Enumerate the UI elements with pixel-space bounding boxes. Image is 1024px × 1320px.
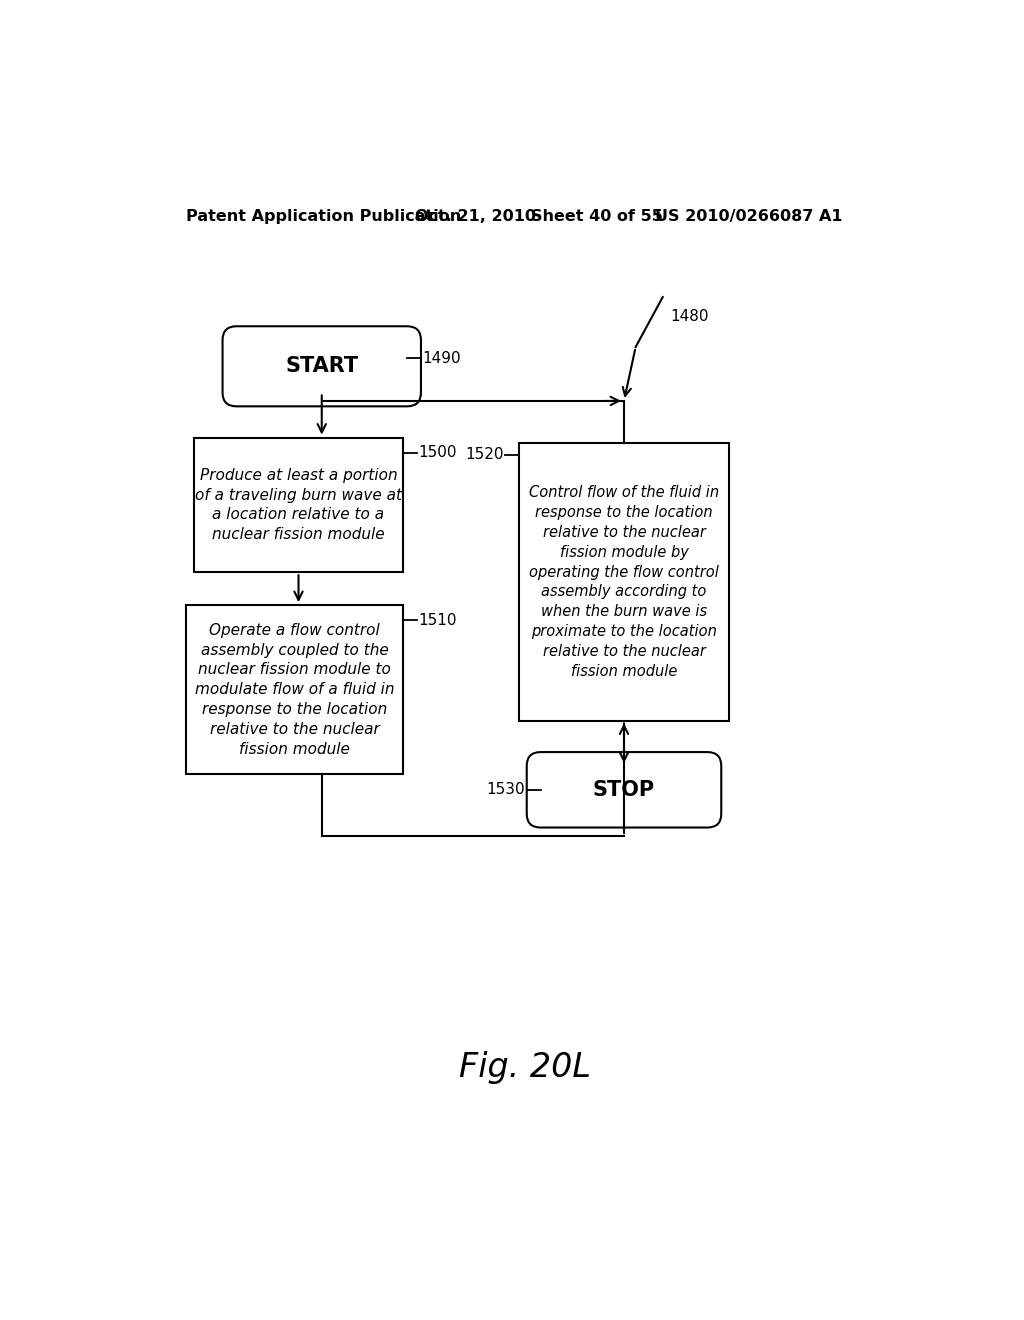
Text: Fig. 20L: Fig. 20L — [459, 1051, 591, 1084]
Text: Patent Application Publication: Patent Application Publication — [186, 209, 462, 223]
Text: START: START — [286, 356, 358, 376]
Text: 1510: 1510 — [419, 612, 457, 628]
Text: STOP: STOP — [593, 780, 655, 800]
Text: Oct. 21, 2010: Oct. 21, 2010 — [415, 209, 536, 223]
Text: Operate a flow control
assembly coupled to the
nuclear fission module to
modulat: Operate a flow control assembly coupled … — [195, 623, 394, 756]
Text: 1490: 1490 — [423, 351, 461, 366]
Bar — [519, 444, 729, 721]
Text: 1520: 1520 — [465, 447, 504, 462]
Text: Sheet 40 of 55: Sheet 40 of 55 — [531, 209, 663, 223]
Text: 1530: 1530 — [486, 783, 525, 797]
Bar — [186, 605, 403, 775]
Bar — [194, 437, 403, 573]
Text: US 2010/0266087 A1: US 2010/0266087 A1 — [655, 209, 843, 223]
FancyBboxPatch shape — [526, 752, 721, 828]
Text: Control flow of the fluid in
response to the location
relative to the nuclear
fi: Control flow of the fluid in response to… — [529, 486, 719, 678]
Text: 1480: 1480 — [671, 309, 709, 323]
Text: 1500: 1500 — [419, 445, 457, 461]
FancyBboxPatch shape — [222, 326, 421, 407]
Text: Produce at least a portion
of a traveling burn wave at
a location relative to a
: Produce at least a portion of a travelin… — [195, 467, 402, 543]
